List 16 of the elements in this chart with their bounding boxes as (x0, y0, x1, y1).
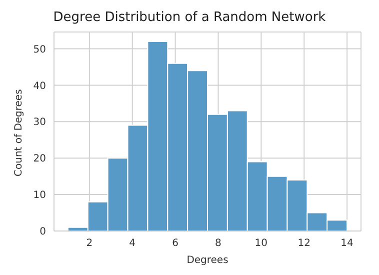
y-tick-label: 50 (33, 44, 46, 56)
y-tick-label: 20 (33, 154, 46, 165)
y-axis-title: Count of Degrees (14, 89, 25, 176)
chart-title: Degree Distribution of a Random Network (52, 9, 327, 27)
y-tick-label: 30 (33, 117, 46, 128)
x-tick-label: 10 (254, 238, 268, 250)
x-tick-label: 12 (298, 238, 310, 250)
x-tick-label: 14 (340, 238, 354, 250)
x-axis-title: Degrees (186, 255, 228, 266)
x-tick-label: 6 (172, 238, 178, 250)
y-tick-label: 40 (33, 80, 46, 92)
y-tick-label: 0 (40, 226, 46, 238)
x-tick-label: 2 (86, 238, 93, 250)
y-tick-label: 10 (33, 190, 46, 202)
x-tick-label: 8 (215, 238, 222, 250)
x-tick-label: 4 (129, 238, 136, 250)
